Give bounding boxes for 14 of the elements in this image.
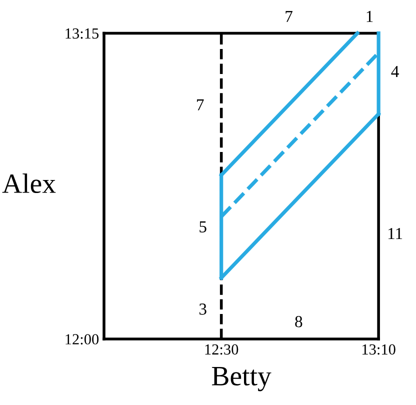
text: 7 <box>286 11 292 22</box>
text: 1 <box>366 10 373 22</box>
annotation: 3 <box>199 304 206 315</box>
annotation: 5 <box>200 221 206 232</box>
text: 11 <box>388 228 402 240</box>
x-tick-label: 12:30 <box>205 344 238 355</box>
annotation: 7 <box>197 99 204 110</box>
y-tick-label: 13:15 <box>66 28 99 39</box>
annotation: 8 <box>295 316 302 328</box>
text: 4 <box>391 66 399 77</box>
y-axis-title: Alex <box>2 174 56 194</box>
x-tick-label: 13:10 <box>362 344 396 355</box>
x-axis-title: Betty <box>212 367 272 392</box>
y-tick-label: 12:00 <box>66 334 99 345</box>
